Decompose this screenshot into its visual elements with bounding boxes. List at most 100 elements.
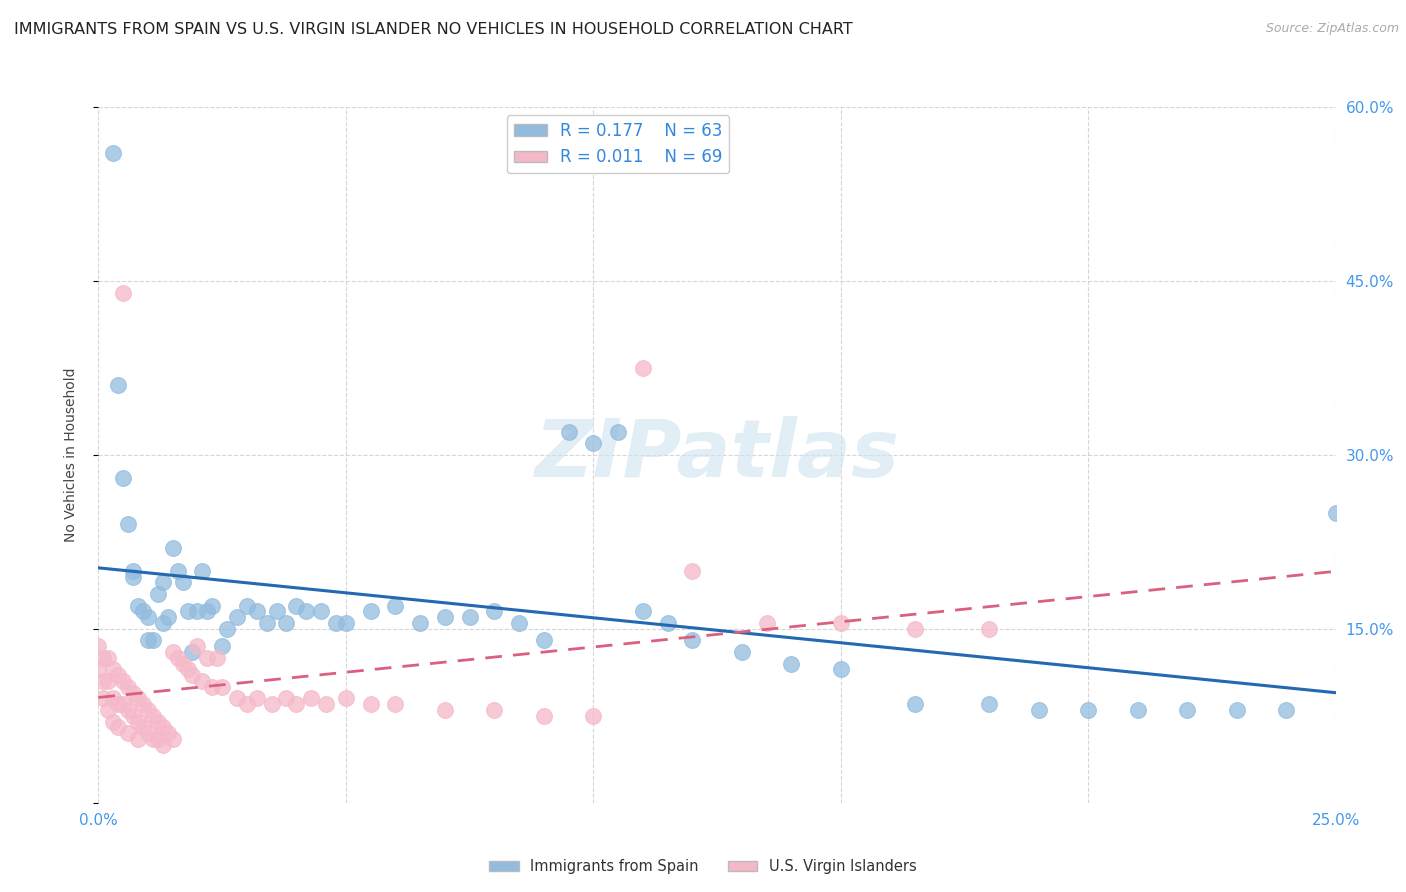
Point: [830, 615, 852, 630]
Point: [607, 425, 630, 439]
Point: [152, 738, 174, 752]
Point: [127, 691, 149, 706]
Point: [146, 587, 169, 601]
Point: [186, 639, 208, 653]
Point: [107, 668, 129, 682]
Point: [162, 541, 184, 555]
Point: [142, 708, 165, 723]
Point: [93, 651, 115, 665]
Point: [409, 615, 432, 630]
Point: [285, 698, 308, 712]
Point: [325, 615, 347, 630]
Point: [582, 436, 605, 450]
Point: [979, 622, 1001, 636]
Point: [107, 721, 129, 735]
Point: [152, 615, 174, 630]
Point: [117, 726, 139, 740]
Point: [97, 703, 120, 717]
Point: [172, 657, 194, 671]
Point: [201, 680, 224, 694]
Point: [162, 731, 184, 746]
Point: [93, 691, 115, 706]
Point: [335, 615, 357, 630]
Point: [191, 674, 214, 689]
Point: [132, 605, 155, 619]
Point: [142, 731, 165, 746]
Point: [117, 517, 139, 532]
Point: [107, 378, 129, 392]
Point: [217, 622, 239, 636]
Point: [87, 662, 110, 676]
Point: [103, 691, 125, 706]
Point: [112, 471, 135, 485]
Point: [1077, 703, 1099, 717]
Point: [191, 564, 214, 578]
Point: [93, 674, 115, 689]
Point: [132, 698, 155, 712]
Point: [360, 605, 382, 619]
Point: [458, 610, 481, 624]
Point: [211, 639, 233, 653]
Point: [904, 622, 927, 636]
Point: [201, 599, 224, 613]
Point: [195, 651, 218, 665]
Point: [186, 605, 208, 619]
Point: [132, 721, 155, 735]
Point: [246, 605, 269, 619]
Point: [681, 564, 703, 578]
Point: [433, 703, 456, 717]
Point: [107, 698, 129, 712]
Point: [236, 698, 259, 712]
Point: [127, 731, 149, 746]
Point: [146, 714, 169, 729]
Point: [657, 615, 679, 630]
Point: [295, 605, 318, 619]
Point: [484, 703, 506, 717]
Point: [631, 360, 654, 375]
Point: [631, 605, 654, 619]
Point: [181, 668, 204, 682]
Point: [226, 610, 249, 624]
Point: [533, 708, 555, 723]
Point: [315, 698, 337, 712]
Point: [582, 708, 605, 723]
Point: [256, 615, 278, 630]
Point: [136, 703, 159, 717]
Point: [780, 657, 803, 671]
Point: [136, 633, 159, 648]
Point: [156, 726, 179, 740]
Point: [112, 674, 135, 689]
Point: [127, 599, 149, 613]
Point: [384, 599, 406, 613]
Point: [226, 691, 249, 706]
Point: [285, 599, 308, 613]
Point: [122, 569, 145, 583]
Point: [360, 698, 382, 712]
Point: [681, 633, 703, 648]
Point: [384, 698, 406, 712]
Legend: Immigrants from Spain, U.S. Virgin Islanders: Immigrants from Spain, U.S. Virgin Islan…: [484, 854, 922, 880]
Point: [755, 615, 778, 630]
Point: [117, 680, 139, 694]
Point: [335, 691, 357, 706]
Point: [97, 651, 120, 665]
Text: IMMIGRANTS FROM SPAIN VS U.S. VIRGIN ISLANDER NO VEHICLES IN HOUSEHOLD CORRELATI: IMMIGRANTS FROM SPAIN VS U.S. VIRGIN ISL…: [14, 22, 853, 37]
Point: [979, 698, 1001, 712]
Point: [205, 651, 228, 665]
Point: [146, 731, 169, 746]
Point: [103, 714, 125, 729]
Point: [276, 691, 298, 706]
Point: [97, 674, 120, 689]
Point: [276, 615, 298, 630]
Point: [508, 615, 530, 630]
Point: [299, 691, 322, 706]
Point: [122, 708, 145, 723]
Point: [156, 610, 179, 624]
Point: [195, 605, 218, 619]
Point: [142, 633, 165, 648]
Point: [1226, 703, 1249, 717]
Point: [152, 721, 174, 735]
Point: [1175, 703, 1198, 717]
Point: [266, 605, 288, 619]
Point: [1028, 703, 1050, 717]
